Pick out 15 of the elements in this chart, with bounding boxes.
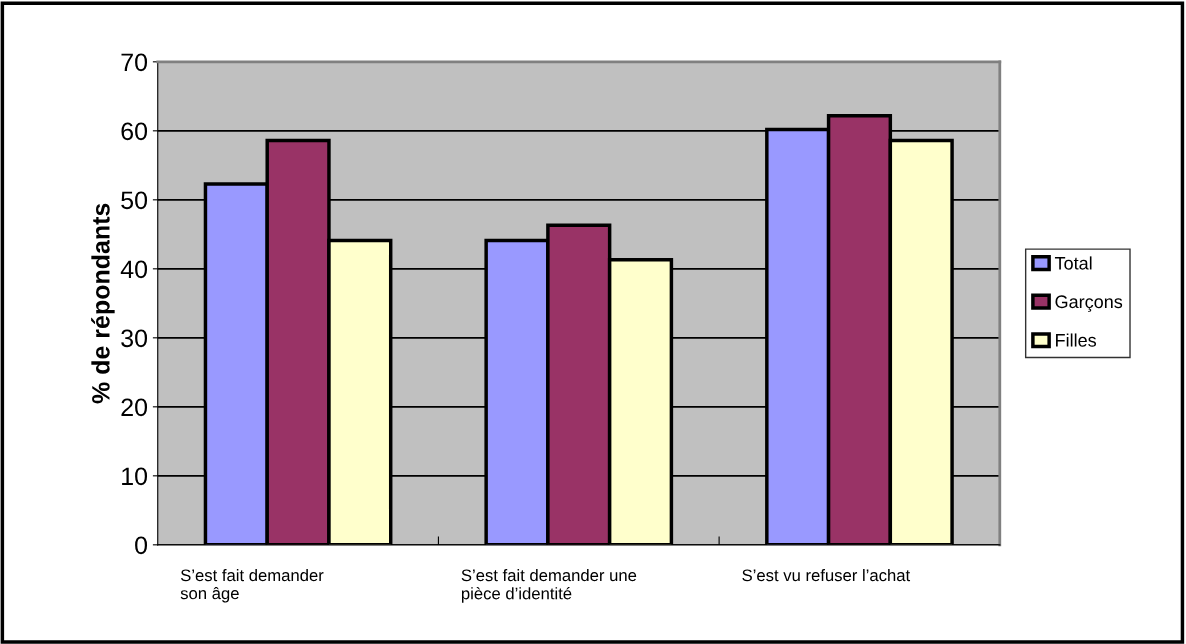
- legend-label: Filles: [1056, 333, 1097, 347]
- y-tick-label: 10: [122, 467, 148, 486]
- y-tick-label: 70: [121, 53, 148, 72]
- x-tick-label: S’est vu refuser l’achat: [742, 568, 911, 582]
- x-tick-label: S’est fait demander une pièce d’identité: [461, 568, 637, 603]
- y-tick-label: 30: [121, 329, 148, 348]
- y-tick-label: 50: [121, 191, 148, 210]
- y-tick-label: 60: [121, 122, 148, 141]
- y-tick-label: 0: [135, 536, 148, 555]
- legend-label: Garçons: [1055, 295, 1123, 312]
- y-axis-title: % de répondants: [91, 203, 115, 404]
- y-tick-label: 40: [120, 260, 148, 279]
- x-tick-label: S’est fait demander son âge: [180, 568, 324, 603]
- y-tick-label: 20: [121, 398, 148, 417]
- legend-label: Total: [1054, 256, 1092, 270]
